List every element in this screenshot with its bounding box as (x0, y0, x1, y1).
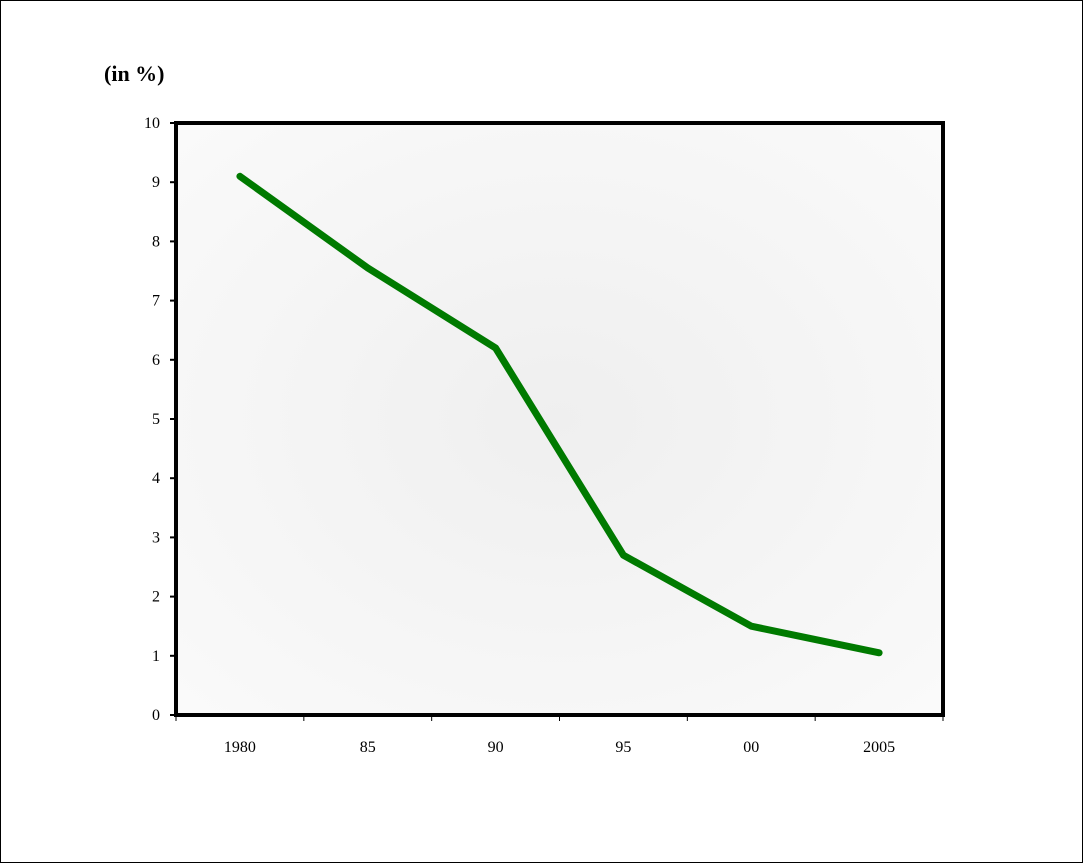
x-tick-label: 95 (615, 739, 631, 756)
data-point (495, 347, 497, 349)
x-tick-label: 85 (360, 739, 376, 756)
y-tick-label: 10 (144, 115, 160, 132)
data-point (750, 625, 752, 627)
y-tick-label: 2 (152, 589, 160, 606)
x-tick-label: 2005 (863, 739, 895, 756)
x-axis: 1980 85 90 95 00 2005 (175, 715, 944, 756)
x-tick-label: 00 (743, 739, 759, 756)
data-point (367, 267, 369, 269)
series-group (236, 172, 883, 657)
y-tick-label: 1 (152, 648, 160, 665)
x-tick-label: 90 (488, 739, 504, 756)
y-tick-label: 9 (152, 174, 160, 191)
y-tick-label: 6 (152, 352, 160, 369)
y-axis: 0 1 2 3 4 5 6 7 8 9 10 (144, 115, 176, 724)
y-unit-label: (in %) (104, 61, 165, 86)
data-point (878, 652, 880, 654)
x-tick-label: 1980 (224, 739, 256, 756)
y-tick-label: 5 (152, 411, 160, 428)
y-tick-label: 7 (152, 293, 160, 310)
data-point (239, 175, 241, 177)
series-line (236, 172, 883, 657)
y-tick-label: 3 (152, 529, 160, 546)
y-tick-label: 4 (152, 470, 160, 487)
y-tick-label: 0 (152, 707, 160, 724)
data-point (622, 554, 624, 556)
y-tick-label: 8 (152, 233, 160, 250)
